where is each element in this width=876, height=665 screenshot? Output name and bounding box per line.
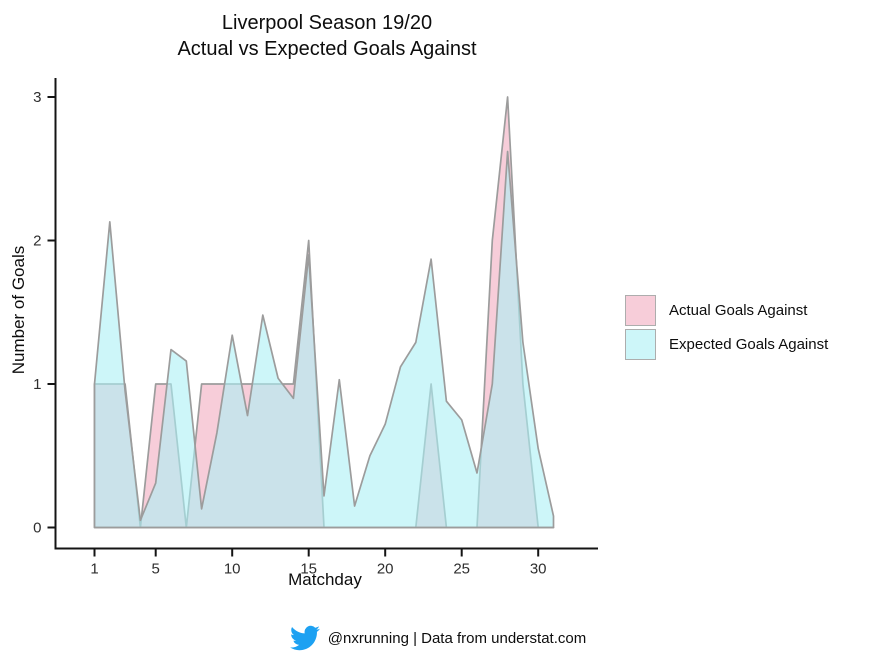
y-tick-label: 0 (33, 520, 41, 537)
x-tick-label: 20 (377, 561, 394, 578)
chart-title-line1: Liverpool Season 19/20 (221, 12, 433, 34)
footer-credit: @nxrunning | Data from understat.com (12, 620, 864, 656)
legend-row-expected: Expected Goals Against (625, 327, 828, 361)
chart-title-line2: Actual vs Expected Goals Against (177, 38, 477, 60)
footer-text: @nxrunning | Data from understat.com (327, 629, 587, 647)
legend-swatch-actual-icon (625, 294, 656, 326)
x-tick-label: 30 (530, 561, 547, 578)
y-tick-label: 2 (33, 233, 41, 250)
y-tick-label: 3 (33, 89, 41, 106)
legend: Actual Goals Against Expected Goals Agai… (625, 293, 828, 361)
y-tick-label: 1 (33, 376, 41, 393)
legend-row-actual: Actual Goals Against (625, 293, 828, 327)
twitter-icon (289, 625, 320, 651)
chart-title: Liverpool Season 19/20 Actual vs Expecte… (44, 10, 610, 62)
legend-swatch-expected-icon (625, 328, 656, 360)
legend-label-actual: Actual Goals Against (669, 301, 808, 319)
legend-label-expected: Expected Goals Against (669, 335, 829, 353)
x-tick-label: 10 (224, 561, 241, 578)
x-axis-label: Matchday (288, 570, 362, 589)
x-tick-label: 5 (152, 561, 160, 578)
x-tick-label: 15 (300, 561, 317, 578)
expected-goals-area (93, 150, 555, 529)
x-tick-label: 1 (90, 561, 98, 578)
y-axis-label: Number of Goals (9, 245, 28, 375)
x-tick-label: 25 (453, 561, 470, 578)
